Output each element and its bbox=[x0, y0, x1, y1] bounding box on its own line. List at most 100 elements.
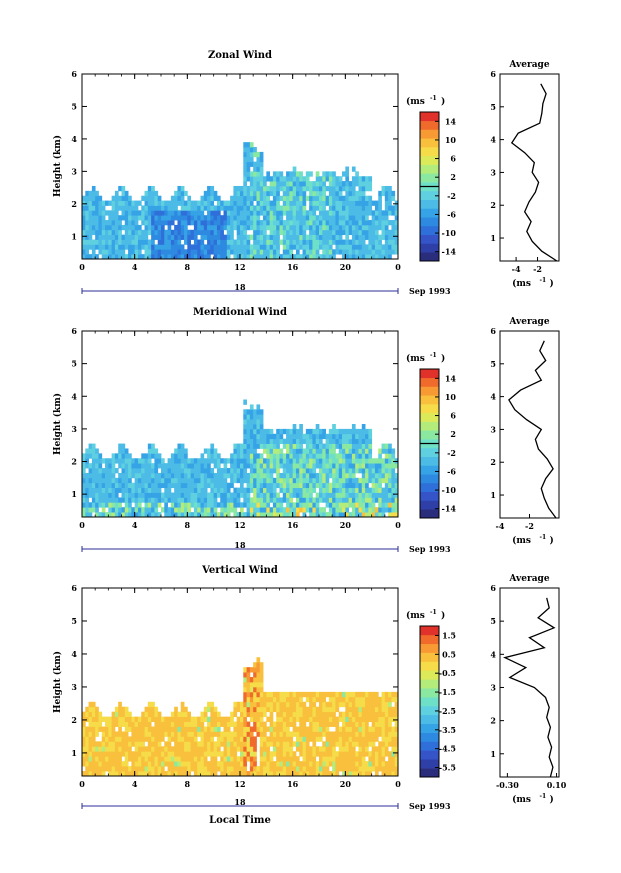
heatmap-cell bbox=[394, 239, 398, 245]
heatmap-cell bbox=[256, 482, 261, 489]
heatmap-cell bbox=[325, 766, 330, 772]
heatmap-cell bbox=[332, 234, 336, 240]
heatmap-cell bbox=[174, 726, 178, 732]
heatmap-cell bbox=[371, 756, 376, 762]
heatmap-cell bbox=[276, 428, 280, 435]
heatmap-cell bbox=[240, 492, 244, 498]
profile-unit-close: ) bbox=[550, 278, 554, 289]
heatmap-cell bbox=[365, 771, 369, 776]
heatmap-cell bbox=[240, 234, 244, 240]
heatmap-cell bbox=[210, 229, 215, 236]
heatmap-cell bbox=[335, 756, 340, 762]
heatmap-cell bbox=[351, 696, 356, 703]
heatmap-cell bbox=[118, 771, 122, 776]
heatmap-cell bbox=[381, 249, 386, 255]
heatmap-cell bbox=[276, 448, 280, 454]
heatmap-cell bbox=[388, 468, 392, 474]
heatmap-cell bbox=[174, 234, 178, 240]
heatmap-cell bbox=[157, 492, 162, 498]
heatmap-cell bbox=[374, 721, 379, 727]
heatmap-cell bbox=[286, 438, 290, 444]
heatmap-cell bbox=[381, 234, 386, 240]
heatmap-cell bbox=[246, 672, 251, 678]
heatmap-cell bbox=[286, 453, 290, 459]
heatmap-cell bbox=[91, 482, 96, 489]
heatmap-cell bbox=[374, 771, 379, 776]
heatmap-cell bbox=[243, 691, 247, 698]
heatmap-cell bbox=[315, 726, 320, 732]
heatmap-cell bbox=[381, 458, 386, 464]
heatmap-cell bbox=[91, 200, 96, 206]
heatmap-cell bbox=[207, 751, 211, 757]
heatmap-cell bbox=[85, 239, 89, 245]
heatmap-cell bbox=[167, 215, 172, 221]
heatmap-cell bbox=[177, 220, 182, 226]
heatmap-cell bbox=[256, 711, 261, 718]
heatmap-cell bbox=[210, 244, 215, 250]
heatmap-cell bbox=[131, 716, 136, 722]
heatmap-cell bbox=[342, 741, 346, 747]
heatmap-cell bbox=[381, 696, 386, 703]
heatmap-cell bbox=[263, 691, 267, 698]
heatmap-cell bbox=[121, 731, 126, 737]
heatmap-cell bbox=[394, 741, 398, 747]
heatmap-cell bbox=[289, 731, 294, 737]
heatmap-cell bbox=[361, 761, 366, 767]
heatmap-cell bbox=[91, 472, 96, 479]
heatmap-cell bbox=[358, 428, 363, 435]
heatmap-cell bbox=[266, 244, 271, 250]
heatmap-cell bbox=[230, 771, 234, 776]
heatmap-cell bbox=[358, 468, 363, 474]
heatmap-cell bbox=[210, 215, 215, 221]
heatmap-cell bbox=[243, 234, 247, 240]
heatmap-cell bbox=[295, 502, 300, 508]
heatmap-cell bbox=[368, 706, 373, 713]
heatmap-cell bbox=[161, 716, 165, 722]
heatmap-cell bbox=[134, 239, 139, 245]
heatmap-cell bbox=[279, 438, 284, 444]
heatmap-cell bbox=[368, 502, 373, 508]
heatmap-cell bbox=[348, 229, 353, 236]
heatmap-cell bbox=[114, 482, 119, 489]
heatmap-cell bbox=[161, 234, 165, 240]
heatmap-cell bbox=[289, 438, 294, 444]
heatmap-cell bbox=[289, 239, 294, 245]
heatmap-cell bbox=[246, 419, 251, 425]
heatmap-cell bbox=[374, 512, 379, 517]
heatmap-cell bbox=[358, 181, 363, 187]
heatmap-cell bbox=[394, 205, 398, 211]
heatmap-cell bbox=[98, 721, 103, 727]
heatmap-cell bbox=[358, 736, 363, 742]
heatmap-cell bbox=[187, 254, 192, 259]
heatmap-cell bbox=[249, 419, 254, 425]
heatmap-cell bbox=[286, 771, 290, 776]
heatmap-cell bbox=[207, 731, 211, 737]
heatmap-cell bbox=[295, 468, 300, 474]
heatmap-cell bbox=[243, 220, 247, 226]
heatmap-cell bbox=[328, 458, 333, 464]
heatmap-cell bbox=[276, 482, 280, 489]
heatmap-cell bbox=[154, 249, 159, 255]
heatmap-cell bbox=[223, 736, 228, 742]
heatmap-cell bbox=[302, 716, 307, 722]
heatmap-cell bbox=[371, 224, 376, 231]
heatmap-cell bbox=[299, 205, 303, 211]
heatmap-cell bbox=[147, 443, 152, 449]
heatmap-cell bbox=[144, 512, 149, 517]
heatmap-cell bbox=[213, 244, 218, 250]
heatmap-cell bbox=[309, 438, 313, 444]
heatmap-cell bbox=[342, 181, 346, 187]
heatmap-cell bbox=[207, 716, 211, 722]
heatmap-cell bbox=[233, 512, 238, 517]
heatmap-cell bbox=[335, 691, 340, 698]
heatmap-cell bbox=[141, 220, 145, 226]
heatmap-cell bbox=[131, 766, 136, 772]
heatmap-cell bbox=[88, 726, 93, 732]
heatmap-cell bbox=[210, 239, 215, 245]
heatmap-cell bbox=[328, 706, 333, 713]
heatmap-cell bbox=[272, 181, 277, 187]
heatmap-cell bbox=[180, 472, 185, 479]
heatmap-cell bbox=[95, 195, 99, 201]
heatmap-cell bbox=[216, 711, 221, 718]
heatmap-cell bbox=[355, 195, 359, 201]
